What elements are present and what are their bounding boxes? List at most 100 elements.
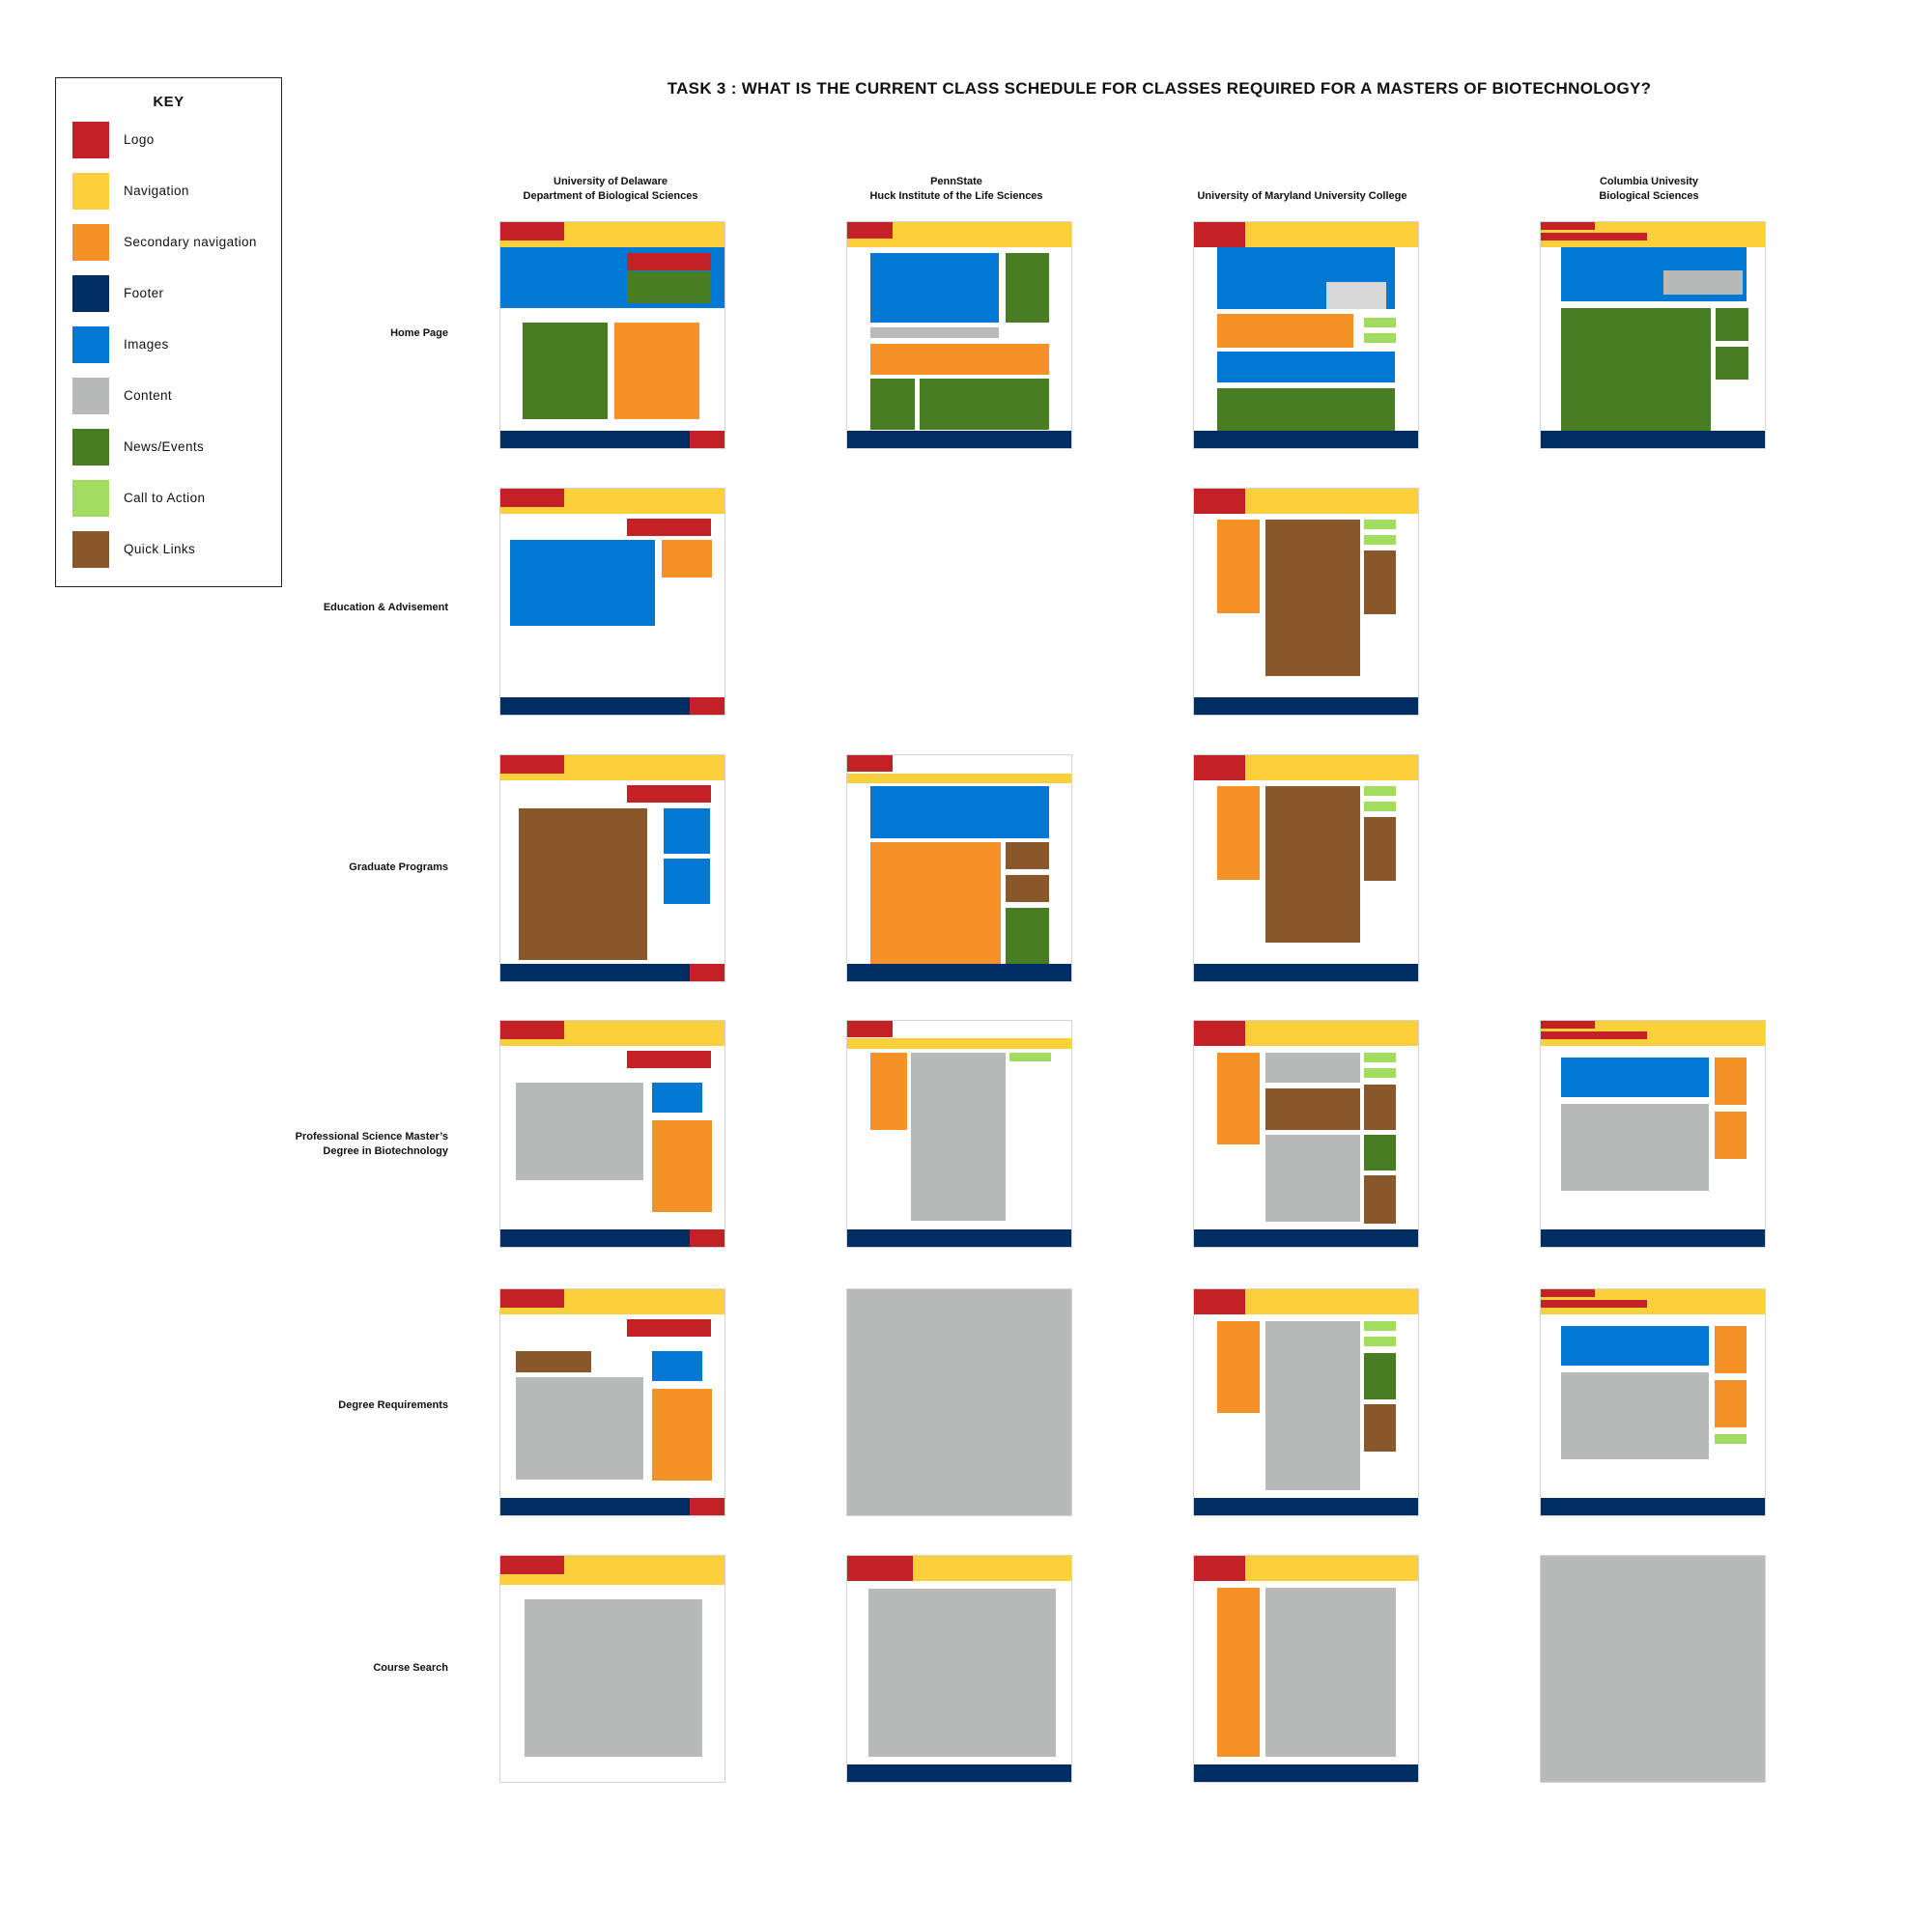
key-item-call-to-action: Call to Action <box>72 480 275 517</box>
logo-block <box>627 1319 711 1337</box>
quick-links-block <box>1265 786 1360 943</box>
wireframe-page <box>846 1288 1072 1516</box>
call-to-action-block <box>1364 520 1396 529</box>
images-block <box>652 1351 702 1381</box>
news-events-block <box>1006 908 1049 966</box>
footer-block <box>1541 431 1765 448</box>
footer-block <box>1541 1498 1765 1515</box>
content-block <box>1541 1556 1765 1782</box>
secondary-navigation-block <box>614 323 699 419</box>
wireframe-page <box>1193 221 1419 449</box>
footer-block <box>500 1498 724 1515</box>
key-label: Call to Action <box>124 491 206 505</box>
quick-links-block <box>1364 1085 1396 1130</box>
images-swatch <box>72 326 109 363</box>
footer-block <box>1194 1764 1418 1782</box>
footer-block <box>1194 1498 1418 1515</box>
logo-block <box>1194 1289 1245 1314</box>
key-item-secondary-navigation: Secondary navigation <box>72 224 275 261</box>
quick-links-block <box>1364 550 1396 614</box>
logo-block <box>500 1289 564 1308</box>
images-block <box>870 253 999 323</box>
logo-block <box>627 1051 711 1068</box>
wireframe-page <box>846 1555 1072 1783</box>
logo-block <box>1541 222 1595 230</box>
news-events-block <box>1364 1353 1396 1399</box>
news-events-block <box>1364 1135 1396 1171</box>
content-block <box>868 1589 1056 1757</box>
call-to-action-block <box>1364 1053 1396 1062</box>
key-item-logo: Logo <box>72 122 275 158</box>
secondary-navigation-block <box>1217 786 1260 880</box>
secondary-navigation-block <box>1217 520 1260 613</box>
column-header-line: University of Delaware <box>554 176 668 187</box>
secondary-navigation-block <box>1217 314 1353 348</box>
logo-block <box>690 964 724 981</box>
content-block <box>1561 1372 1709 1459</box>
call-to-action-block <box>1364 535 1396 545</box>
key-label: News/Events <box>124 439 205 454</box>
footer-block <box>847 1764 1071 1782</box>
call-to-action-block <box>1364 333 1396 343</box>
row-header-line: Course Search <box>373 1662 448 1674</box>
key-title: KEY <box>153 94 185 110</box>
row-header-education-advisement: Education & Advisement <box>242 601 448 615</box>
wireframe-page <box>1540 1288 1766 1516</box>
logo-block <box>847 1556 913 1581</box>
images-block <box>664 859 710 904</box>
content-block <box>1265 1053 1360 1083</box>
column-header-line: University of Maryland University Colleg… <box>1197 190 1407 202</box>
news-events-swatch <box>72 429 109 466</box>
wireframe-page <box>1193 1020 1419 1248</box>
images-block <box>1217 352 1395 382</box>
secondary-navigation-block <box>1715 1112 1747 1159</box>
logo-block <box>1194 1021 1245 1046</box>
logo-block <box>1194 489 1245 514</box>
footer-block <box>1194 964 1418 981</box>
content-block <box>525 1599 702 1757</box>
logo-block <box>627 785 711 803</box>
key-item-navigation: Navigation <box>72 173 275 210</box>
wireframe-page <box>1540 1555 1766 1783</box>
logo-block <box>500 755 564 774</box>
logo-block <box>1194 222 1245 247</box>
call-to-action-block <box>1009 1053 1051 1061</box>
secondary-navigation-block <box>652 1120 712 1212</box>
navigation-block <box>847 1038 1071 1049</box>
logo-block <box>690 1229 724 1247</box>
secondary-navigation-swatch <box>72 224 109 261</box>
call-to-action-block <box>1364 1321 1396 1331</box>
news-events-block <box>920 379 1049 430</box>
wireframe-page <box>846 754 1072 982</box>
logo-block <box>690 431 724 448</box>
key-label: Footer <box>124 286 164 300</box>
logo-block <box>690 697 724 715</box>
logo-block <box>1541 1300 1647 1308</box>
logo-swatch <box>72 122 109 158</box>
logo-block <box>627 519 711 536</box>
news-events-block <box>1561 308 1711 431</box>
logo-block <box>627 253 711 270</box>
row-header-line: Professional Science Master’s <box>295 1131 448 1143</box>
news-events-block <box>1006 253 1049 323</box>
row-header-degree-requirements: Degree Requirements <box>242 1398 448 1413</box>
secondary-navigation-block <box>1715 1380 1747 1427</box>
news-events-block <box>1716 308 1748 341</box>
call-to-action-block <box>1364 786 1396 796</box>
logo-block <box>500 1021 564 1039</box>
call-to-action-block <box>1364 1337 1396 1346</box>
wireframe-page <box>499 221 725 449</box>
footer-block <box>847 431 1071 448</box>
row-header-course-search: Course Search <box>242 1661 448 1676</box>
secondary-navigation-block <box>870 344 1049 375</box>
images-block <box>510 540 655 626</box>
column-header-maryland: University of Maryland University Colleg… <box>1148 175 1457 204</box>
news-events-block <box>1716 347 1748 380</box>
secondary-navigation-block <box>870 1053 907 1130</box>
key-legend: KEY Logo Navigation Secondary navigation… <box>55 77 282 587</box>
navigation-swatch <box>72 173 109 210</box>
footer-block <box>847 964 1071 981</box>
secondary-navigation-block <box>662 540 712 578</box>
footer-block <box>1194 431 1418 448</box>
logo-block <box>1541 1021 1595 1029</box>
